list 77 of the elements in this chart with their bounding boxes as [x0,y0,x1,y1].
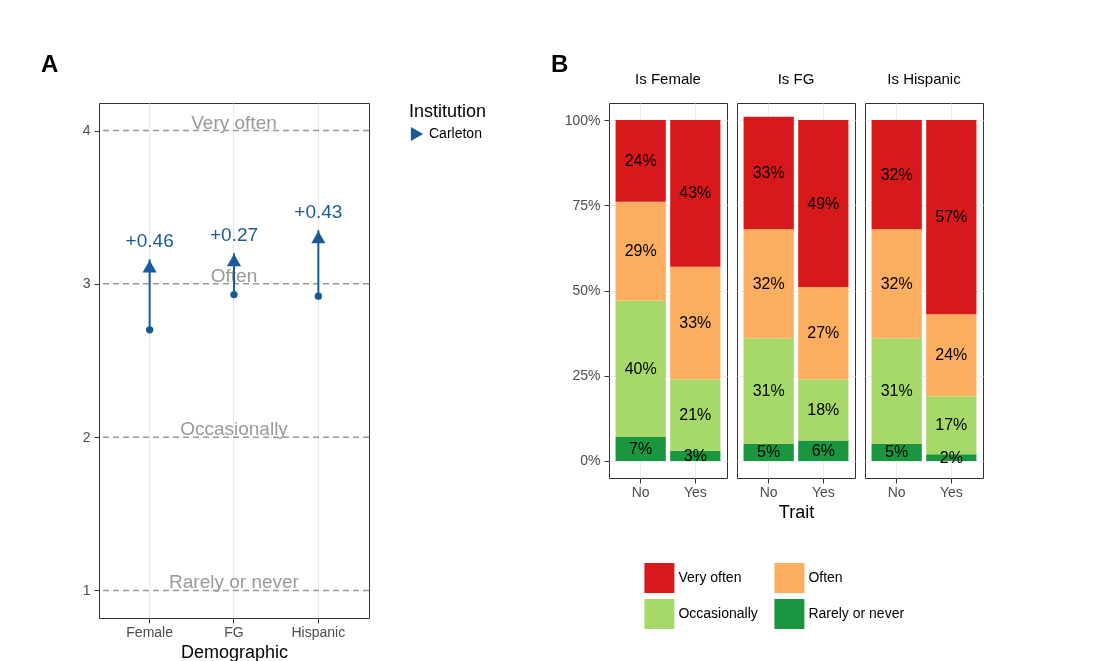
bar [743,338,794,444]
y-tick-label: 2 [82,428,91,445]
bar [871,229,922,339]
x-axis-title: Demographic [180,641,289,661]
bar [743,229,794,339]
data-label: 18% [807,400,840,418]
bar [615,201,666,301]
bar [798,287,849,380]
bar [871,120,922,230]
data-label: 43% [679,184,712,202]
legend-label: Rarely or never [808,605,905,621]
data-label: +0.46 [125,230,174,252]
x-tick-label: No [631,483,650,500]
bar [615,300,666,438]
bar [798,379,849,441]
data-label: 40% [624,359,657,377]
data-label: 27% [807,324,840,342]
data-label: 31% [752,382,785,400]
bar [615,120,666,202]
ref-line-label: Very often [191,111,277,133]
bar [743,116,794,230]
data-label: 32% [880,165,913,183]
x-tick-label: Female [126,623,174,640]
data-label: +0.27 [209,224,259,246]
bar [926,120,977,315]
legend-title: Institution [409,101,487,121]
y-tick-label: 0% [580,452,601,469]
y-tick-label: 3 [82,275,91,292]
data-label: 5% [757,443,781,461]
data-label: 6% [811,441,835,459]
data-label: 7% [629,440,653,458]
y-tick-label: 75% [572,196,601,213]
text: B [551,50,569,77]
x-tick-label: Yes [683,483,707,500]
data-label: 3% [683,446,707,464]
bar [798,120,849,288]
data-label: 24% [935,346,968,364]
ref-line-label: Occasionally [180,418,289,440]
data-label: 49% [807,194,840,212]
x-tick-label: FG [224,623,244,640]
x-tick-label: Hispanic [291,623,346,640]
chart-title: Is Hispanic [887,70,962,87]
data-label: 31% [880,382,913,400]
data-label: +0.43 [294,201,343,223]
bar [670,379,721,451]
data-label: 32% [752,274,785,292]
data-label: 21% [679,405,712,423]
data-label: 57% [935,208,968,226]
y-tick-label: 100% [564,111,601,128]
legend-label: Often [808,569,843,585]
data-label: 33% [752,163,785,181]
data-label: 24% [624,151,657,169]
data-label: 33% [679,313,712,331]
legend-label: Occasionally [678,605,758,621]
x-axis-title: Trait [778,501,815,522]
legend-label: Very often [678,569,742,585]
data-label: 29% [624,242,657,260]
ref-line-label: Rarely or never [169,571,300,593]
data-label: 17% [935,416,968,434]
x-tick-label: Yes [939,483,963,500]
x-tick-label: Yes [811,483,835,500]
legend-label: Carleton [429,125,482,141]
y-tick-label: 4 [82,122,91,139]
bar [670,120,721,267]
x-tick-label: No [759,483,778,500]
text: A [41,50,59,77]
chart-title: Is Female [635,70,701,87]
bar [670,266,721,380]
data-label: 5% [885,443,909,461]
bar [926,314,977,397]
data-label: 32% [880,274,913,292]
y-tick-label: 50% [572,282,601,298]
bar [871,338,922,444]
y-tick-label: 1 [82,581,91,598]
chart-title: Is FG [777,70,815,87]
x-tick-label: No [887,483,906,500]
y-tick-label: 25% [572,367,601,384]
